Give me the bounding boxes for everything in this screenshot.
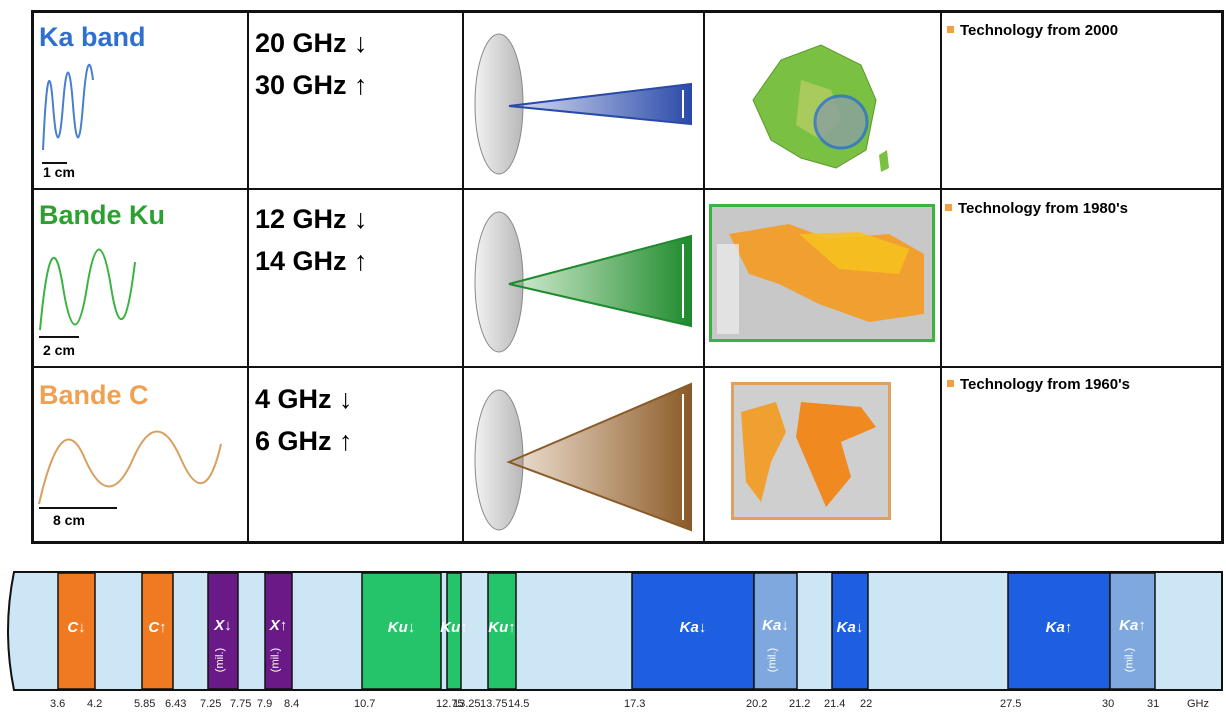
band-comparison-table: Ka band 1 cm 20 GHz ↓ 30 GHz ↑ Technolog… [31,10,1224,544]
tick-label: 10.7 [354,698,376,710]
tick-label: 3.6 [50,698,66,710]
coverage-map-france [752,44,889,172]
band-label-7: Ka↓ [680,619,707,636]
technology-text-ku: Technology from 1980's [958,200,1129,217]
tick-label: 6.43 [165,698,187,710]
unit-label: GHz [1187,698,1209,710]
tick-label: 30 [1102,698,1115,710]
band-0 [57,572,96,690]
freq-down-ku: 12 GHz ↓ [255,204,368,234]
band-10 [1007,572,1111,690]
scale-label-c: 8 cm [53,512,85,528]
frequency-spectrum-bar: C↓ C↑ X↓ (mil.) X↑ (mil.) Ku↓ Ku↑ Ku↑ Ka↓ Ka↓ (mil.… [7,571,1223,691]
band-label-10: Ka↑ [1046,619,1073,636]
technology-text-c: Technology from 1960's [960,376,1131,393]
tick-label: 22 [860,698,873,710]
tick-label: 14.5 [508,698,530,710]
tick-label: 27.5 [1000,698,1022,710]
wave-icon-c [38,430,222,509]
band-label-2: X↓ [213,617,232,634]
tick-label: 4.2 [87,698,103,710]
tick-label: 7.25 [200,698,222,710]
band-1 [141,572,174,690]
band-9 [831,572,869,690]
technology-note-ka: Technology from 2000 [947,22,1118,39]
freq-down-c: 4 GHz ↓ [255,384,353,414]
tick-label: 13.75 [480,698,508,710]
band-label-11: Ka↑ [1119,617,1146,634]
band-8 [753,572,798,690]
band-title-ka: Ka band [39,22,146,52]
band-2 [207,572,239,690]
freq-up-ka: 30 GHz ↑ [255,70,368,100]
band-sublabel-3: (mil.) [270,648,282,672]
tick-label: 5.85 [134,698,156,710]
band-title-ku: Bande Ku [39,200,166,230]
coverage-map-world [731,382,891,520]
bullet-icon [947,380,954,387]
band-5 [446,572,462,690]
band-3 [264,572,293,690]
technology-note-c: Technology from 1960's [947,376,1130,393]
band-sublabel-11: (mil.) [1124,648,1136,672]
band-sublabel-2: (mil.) [214,648,226,672]
freq-up-ku: 14 GHz ↑ [255,246,368,276]
tick-label: 21.2 [789,698,811,710]
wave-icon-ku [39,248,136,338]
band-label-0: C↓ [67,619,85,636]
dish-beam-icon-ka [474,33,692,175]
tick-label: 13.25 [453,698,481,710]
band-6 [487,572,517,690]
dish-beam-icon-c [474,382,692,532]
freq-down-ka: 20 GHz ↓ [255,28,368,58]
tick-label: 20.2 [746,698,768,710]
technology-text-ka: Technology from 2000 [960,22,1119,39]
band-label-3: X↑ [269,617,288,634]
wave-icon-ka [42,64,94,164]
tick-label: 12.75 [436,698,464,710]
band-label-5: Ku↑ [440,619,468,636]
band-label-1: C↑ [148,619,166,636]
spectrum-background [7,571,1223,691]
tick-label: 7.9 [257,698,273,710]
tick-label: 17.3 [624,698,646,710]
band-title-c: Bande C [39,380,149,410]
bullet-icon [945,204,952,211]
tick-label: 7.75 [230,698,252,710]
technology-note-ku: Technology from 1980's [945,200,1128,217]
tick-label: 21.4 [824,698,846,710]
band-label-6: Ku↑ [488,619,516,636]
band-label-8: Ka↓ [762,617,789,634]
band-label-9: Ka↓ [837,619,864,636]
tick-label: 8.4 [284,698,300,710]
band-11 [1109,572,1156,690]
band-7 [631,572,755,690]
band-sublabel-8: (mil.) [767,648,779,672]
table-grid-lines [31,10,1224,544]
scale-label-ka: 1 cm [43,164,75,180]
band-label-4: Ku↓ [388,619,416,636]
bullet-icon [947,26,954,33]
coverage-map-europe [709,204,935,342]
band-4 [361,572,442,690]
dish-beam-icon-ku [474,211,692,353]
freq-up-c: 6 GHz ↑ [255,426,353,456]
scale-label-ku: 2 cm [43,342,75,358]
tick-label: 31 [1147,698,1160,710]
